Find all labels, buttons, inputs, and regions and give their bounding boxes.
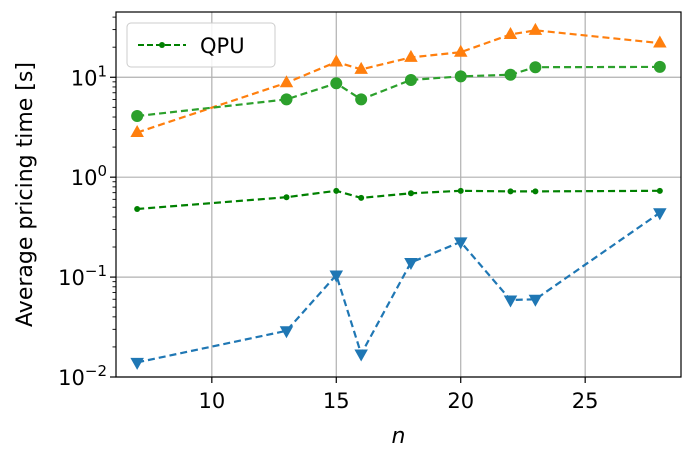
data-point <box>354 61 368 74</box>
data-point <box>130 357 144 370</box>
plot-frame <box>115 11 682 378</box>
data-point <box>532 188 539 195</box>
data-point <box>653 208 667 221</box>
data-point <box>404 49 418 62</box>
data-point <box>279 75 294 88</box>
series-layer <box>130 22 667 370</box>
data-point <box>507 188 514 195</box>
data-point <box>503 295 518 308</box>
data-point <box>333 187 340 194</box>
data-point <box>283 194 290 201</box>
series-line <box>136 211 661 364</box>
y-axis-label: Average pricing time [s] <box>13 62 38 327</box>
data-point <box>404 73 417 86</box>
legend-marker-qpu <box>159 42 165 48</box>
x-tick-label: 20 <box>447 389 474 413</box>
data-point <box>280 93 293 106</box>
data-point <box>279 326 294 339</box>
x-axis-label: n <box>392 424 406 449</box>
data-point <box>134 206 141 213</box>
data-point <box>529 61 542 74</box>
y-tick-label: 10−1 <box>58 262 107 290</box>
x-tick-label: 15 <box>323 389 350 413</box>
x-tick-label: 10 <box>198 389 225 413</box>
legend: QPU <box>126 22 276 68</box>
data-point <box>404 257 418 270</box>
data-point <box>528 294 543 307</box>
data-point <box>329 270 344 283</box>
data-point <box>407 190 414 197</box>
data-point <box>528 22 543 35</box>
data-point <box>131 109 144 122</box>
y-tick-label: 10−2 <box>58 362 107 390</box>
data-point <box>329 54 344 67</box>
data-point <box>354 349 368 362</box>
data-point <box>358 194 365 201</box>
y-tick-label: 101 <box>71 62 107 90</box>
data-point <box>653 60 666 73</box>
data-point <box>457 187 464 194</box>
data-point <box>453 44 468 57</box>
ticks: 10 15 20 25 10−2 10−1 100 101 <box>58 16 599 413</box>
y-tick-label: 100 <box>71 162 107 190</box>
data-point <box>453 237 468 250</box>
data-point <box>504 68 517 81</box>
x-tick-label: 25 <box>572 389 599 413</box>
data-point <box>503 26 518 39</box>
series-line <box>137 189 660 211</box>
data-point <box>454 70 467 83</box>
data-point <box>355 93 368 106</box>
data-point <box>330 77 343 90</box>
series-line <box>137 65 660 118</box>
data-point <box>653 35 667 48</box>
data-point <box>130 124 144 137</box>
legend-box <box>126 22 276 68</box>
data-point <box>656 187 663 194</box>
legend-label-qpu: QPU <box>200 34 245 58</box>
